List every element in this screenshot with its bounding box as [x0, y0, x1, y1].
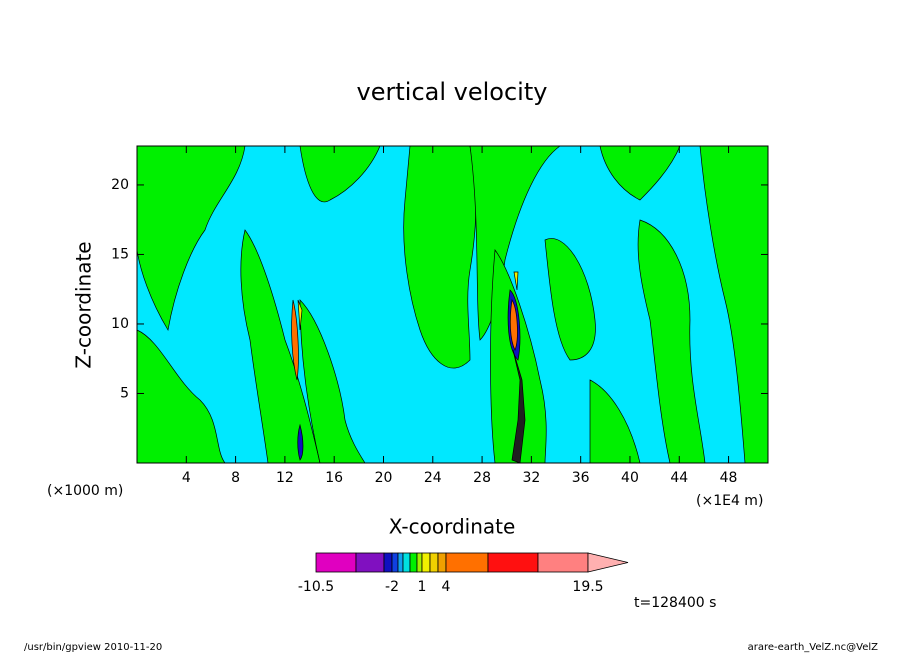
x-tick-label: 48 — [720, 470, 738, 486]
colorbar-segment — [445, 552, 489, 573]
colorbar-segment — [391, 552, 399, 573]
x-tick-label: 12 — [276, 470, 294, 486]
field-region — [699, 145, 769, 464]
colorbar-segment — [355, 552, 385, 573]
field-region — [403, 145, 477, 369]
field-region — [509, 298, 518, 351]
colorbar-segment — [402, 552, 411, 573]
x-tick-label: 24 — [424, 470, 442, 486]
x-tick-label: 36 — [572, 470, 590, 486]
colorbar-extension — [587, 552, 629, 573]
x-tick-label: 8 — [231, 470, 240, 486]
field-region — [136, 329, 226, 464]
footer-right: arare-earth_VelZ.nc@VelZ — [748, 642, 879, 653]
x-tick-label: 44 — [670, 470, 688, 486]
colorbar-segment — [437, 552, 447, 573]
y-tick-label: 10 — [111, 316, 129, 332]
x-tick-label: 40 — [621, 470, 639, 486]
colorbar-label: 19.5 — [572, 579, 603, 595]
field-region — [297, 423, 304, 461]
x-tick-label: 28 — [473, 470, 491, 486]
colorbar-segment — [429, 552, 439, 573]
y-tick-label: 15 — [111, 246, 129, 262]
colorbar-segment — [315, 552, 357, 573]
colorbar-segment — [409, 552, 418, 573]
x-unit-label: (×1000 m) — [47, 483, 123, 499]
field-region — [513, 271, 519, 291]
field-region — [291, 299, 299, 381]
contour-field — [136, 145, 769, 464]
colorbar-label: -10.5 — [298, 579, 334, 595]
y-tick-label: 20 — [111, 177, 129, 193]
y-tick-label: 5 — [120, 385, 129, 401]
colorbar-label: 1 — [418, 579, 427, 595]
field-region — [136, 145, 246, 331]
colorbar-segment — [383, 552, 393, 573]
footer-left: /usr/bin/gpview 2010-11-20 — [24, 642, 162, 653]
colorbar-label: 4 — [442, 579, 451, 595]
colorbar-label: -2 — [385, 579, 399, 595]
plot-frame — [136, 145, 769, 464]
field-region — [299, 299, 366, 464]
colorbar-segment — [487, 552, 539, 573]
x-tick-label: 20 — [375, 470, 393, 486]
x-axis-title: X-coordinate — [389, 515, 516, 539]
field-region — [297, 299, 303, 331]
x-tick-label: 4 — [182, 470, 191, 486]
field-region — [599, 145, 681, 201]
colorbar-segment — [537, 552, 589, 573]
field-region — [299, 145, 381, 203]
field-region — [544, 238, 596, 361]
colorbar-segment — [397, 552, 404, 573]
colorbar-segment — [416, 552, 423, 573]
y-axis-title: Z-coordinate — [72, 241, 96, 368]
x-unit-label-right: (×1E4 m) — [696, 493, 763, 509]
chart-title: vertical velocity — [357, 78, 548, 106]
x-tick-label: 16 — [325, 470, 343, 486]
time-annotation: t=128400 s — [634, 595, 716, 611]
field-region — [511, 349, 526, 464]
colorbar-segment — [421, 552, 431, 573]
x-tick-label: 32 — [522, 470, 540, 486]
